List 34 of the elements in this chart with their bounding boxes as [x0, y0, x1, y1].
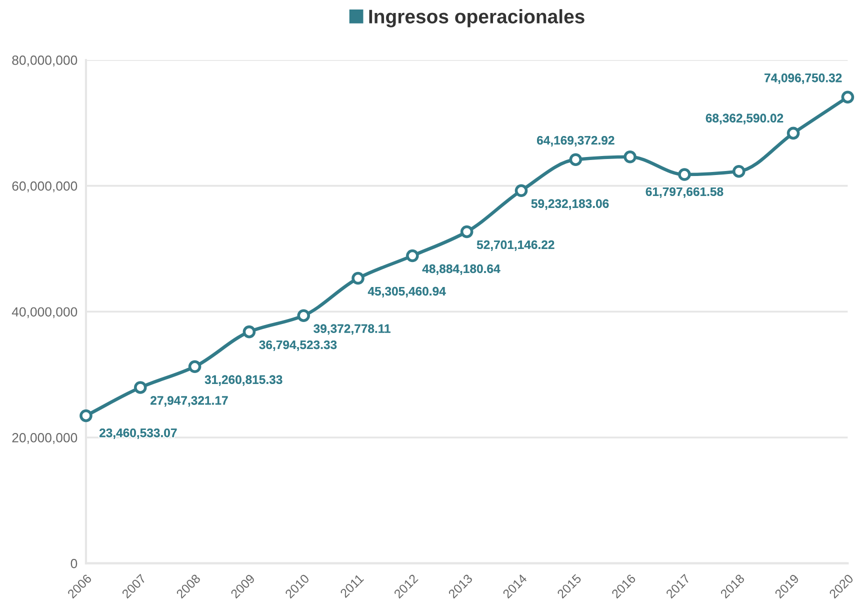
point [841, 90, 854, 104]
data-label: 39,372,778.11 [314, 324, 390, 335]
data-label: 31,260,815.33 [204, 375, 282, 386]
legend-label: Ingresos operacionales [369, 9, 584, 28]
data-label: 52,701,146.22 [476, 240, 554, 251]
data-label: 64,169,372.92 [537, 136, 614, 146]
y-tick-label: 60,000,000 [12, 181, 78, 192]
point [732, 164, 746, 178]
y-tick-label: 20,000,000 [12, 433, 78, 444]
y-tick-label: 80,000,000 [12, 56, 78, 66]
y-tick-label: 0 [70, 558, 78, 568]
point [460, 225, 474, 238]
y-tick-label: 40,000,000 [12, 307, 78, 318]
data-label: 61,797,661.58 [646, 187, 724, 198]
data-label: 59,232,183.06 [531, 199, 609, 210]
point [297, 309, 310, 322]
point [80, 409, 92, 422]
point [569, 153, 582, 166]
data-label: 36,794,523.33 [259, 340, 337, 351]
point [786, 126, 800, 140]
data-label: 68,362,590.02 [706, 114, 784, 124]
point [352, 272, 364, 285]
data-label: 45,305,460.94 [368, 286, 446, 298]
point [188, 360, 202, 374]
data-label: 23,460,533.07 [99, 428, 177, 439]
data-label: 27,947,321.17 [150, 396, 228, 407]
point [678, 168, 691, 181]
data-label: 74,096,750.32 [764, 74, 842, 84]
point [514, 184, 528, 198]
data-label: 48,884,180.64 [422, 264, 500, 275]
point [134, 381, 147, 394]
point [624, 150, 636, 164]
point [242, 325, 256, 338]
point [406, 249, 419, 262]
